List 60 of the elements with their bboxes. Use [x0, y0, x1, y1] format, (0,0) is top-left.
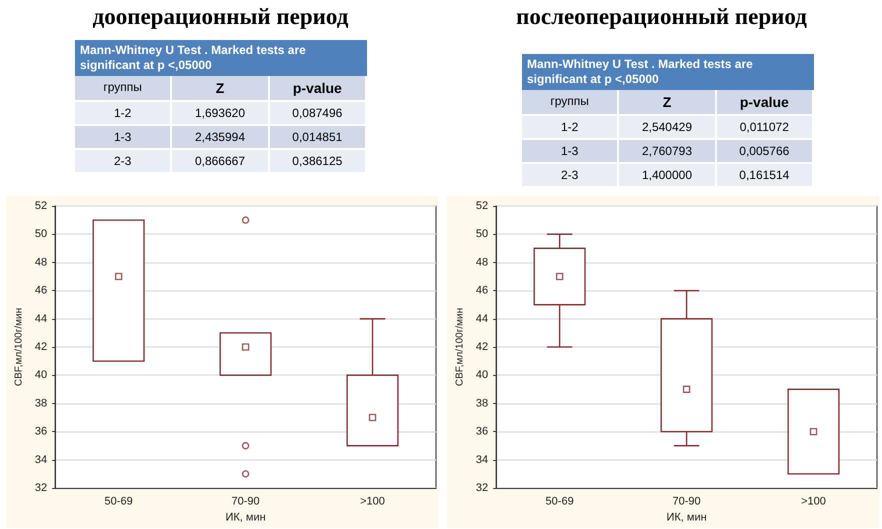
x-tick-label: 50-69: [546, 496, 574, 508]
y-tick-label: 32: [476, 482, 488, 494]
y-tick-label: 52: [34, 200, 48, 212]
y-tick-label: 46: [34, 284, 48, 297]
x-tick-label: 70-90: [672, 496, 701, 508]
x-tick-label: 50-69: [104, 496, 133, 508]
y-tick-label: 42: [476, 341, 488, 353]
text: p-value: [270, 76, 367, 100]
text: 0,014851: [270, 126, 367, 148]
text: 0,386125: [270, 150, 367, 172]
text: 0,866667: [172, 150, 270, 172]
y-tick-label: 36: [476, 426, 488, 438]
y-axis-title: CBF,мл/100г/мин: [454, 308, 466, 386]
y-tick-label: 50: [34, 228, 48, 240]
y-tick-label: 38: [476, 397, 488, 410]
chart-title: дооперационный период: [92, 4, 350, 30]
y-axis-title: CBF,мл/100г/мин: [14, 308, 24, 386]
y-tick-label: 44: [476, 312, 488, 325]
text: 1,400000: [619, 164, 717, 186]
text: Mann-Whitney U Test . Marked tests are significant at p <,05000: [522, 54, 814, 90]
y-tick-label: 46: [476, 284, 488, 297]
text: 2,540429: [619, 116, 717, 138]
text: 2-3: [522, 164, 620, 186]
text: 1-3: [522, 140, 620, 162]
y-tick-label: 40: [34, 369, 48, 382]
y-tick-label: 48: [34, 256, 48, 268]
y-tick-label: 40: [476, 369, 488, 382]
text: 1-2: [522, 116, 620, 138]
text: 2,760793: [619, 140, 717, 162]
y-tick-label: 34: [476, 454, 488, 466]
y-tick-label: 44: [34, 312, 48, 325]
text: Z: [172, 76, 270, 100]
text: Mann-Whitney U Test . Marked tests are significant at p <,05000: [75, 40, 367, 76]
text: группы: [75, 76, 172, 100]
y-tick-label: 38: [34, 397, 48, 410]
text: Z: [619, 90, 717, 114]
text: 0,161514: [716, 164, 814, 186]
y-tick-label: 42: [34, 341, 48, 353]
text: 0,005766: [716, 140, 814, 162]
y-tick-label: 34: [34, 454, 48, 466]
x-tick-label: >100: [360, 496, 385, 508]
x-axis-title: ИК, мин: [225, 512, 266, 524]
text: 2,435994: [172, 126, 270, 148]
text: 1-2: [75, 102, 172, 124]
y-tick-label: 50: [476, 228, 488, 240]
text: 0,011072: [716, 116, 814, 138]
text: 0,087496: [270, 102, 367, 124]
y-tick-label: 52: [476, 200, 488, 212]
x-axis-title: ИК, мин: [666, 512, 707, 524]
x-tick-label: >100: [801, 496, 826, 508]
text: 1,693620: [172, 102, 270, 124]
text: p-value: [716, 90, 814, 114]
x-tick-label: 70-90: [231, 496, 260, 508]
y-tick-label: 48: [476, 256, 488, 268]
y-tick-label: 32: [34, 482, 48, 494]
y-tick-label: 36: [34, 426, 48, 438]
text: группы: [522, 90, 620, 114]
text: 1-3: [75, 126, 172, 148]
text: 2-3: [75, 150, 172, 172]
chart-title: послеоперационный период: [515, 4, 808, 30]
